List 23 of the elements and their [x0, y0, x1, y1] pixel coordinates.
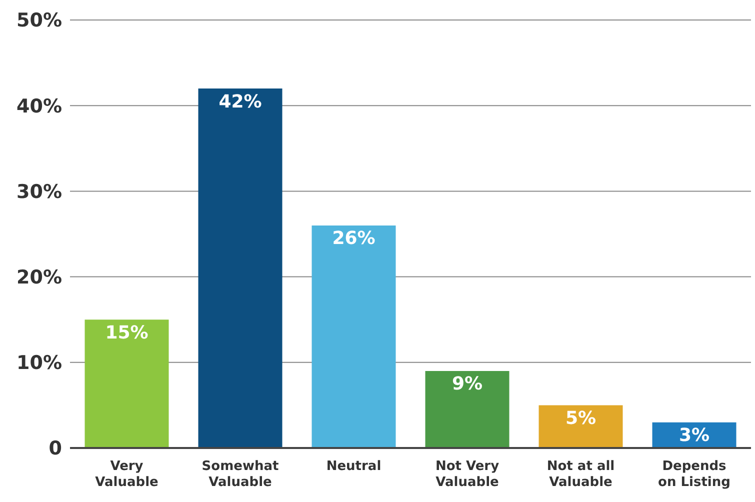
x-tick-label: Depends on Listing [658, 459, 730, 490]
bar [538, 405, 623, 448]
y-tick-label: 10% [16, 352, 62, 374]
y-tick-label: 30% [16, 180, 62, 203]
data-label: 26% [332, 228, 376, 250]
data-label: 9% [452, 374, 483, 395]
bar [198, 88, 282, 448]
bar [312, 225, 396, 448]
y-tick-label: 40% [16, 95, 62, 118]
x-tick-label: Neutral [326, 459, 382, 474]
data-label: 3% [678, 425, 710, 446]
y-tick-label: 50% [16, 10, 62, 32]
data-label: 42% [218, 91, 262, 112]
x-tick-label: Very Valuable [95, 459, 159, 490]
x-tick-label: Not at all Valuable [546, 459, 615, 490]
y-tick-label: 20% [16, 266, 62, 289]
y-tick-label: 0 [48, 438, 62, 460]
data-label: 5% [565, 408, 596, 429]
x-tick-label: Somewhat Valuable [202, 459, 279, 490]
bar [84, 320, 169, 448]
x-tick-label: Not Very Valuable [435, 459, 500, 490]
data-label: 15% [105, 322, 148, 344]
bar [425, 370, 510, 448]
